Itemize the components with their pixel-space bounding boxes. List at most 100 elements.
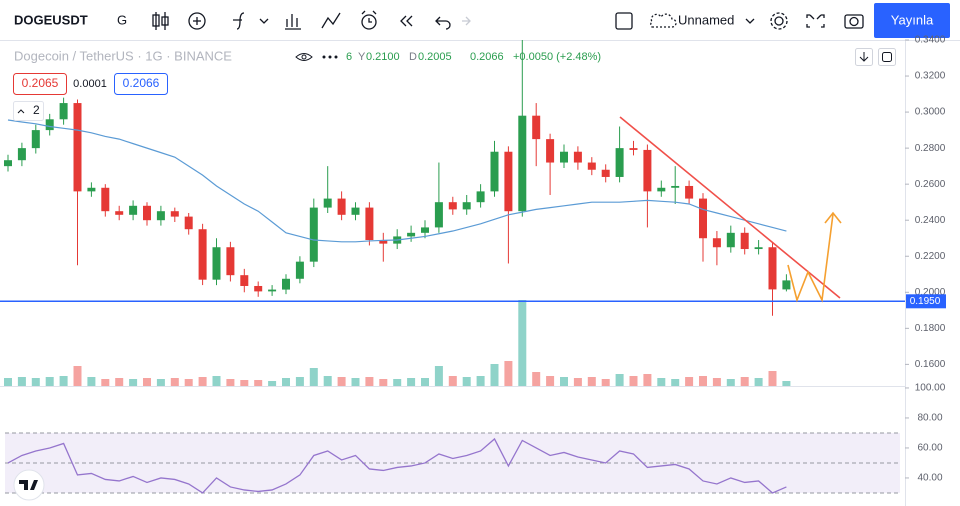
- moving-average: [7, 119, 787, 243]
- candle-body: [573, 151, 582, 163]
- y-tick-label: 0.1800: [915, 323, 946, 334]
- trend-line: [619, 116, 841, 299]
- toolbar: [0, 0, 960, 40]
- candle-body: [448, 202, 457, 210]
- candle-body: [532, 115, 541, 140]
- candle-body: [476, 191, 485, 203]
- legend-close: 0.2066: [470, 51, 504, 63]
- publish-button[interactable]: [874, 3, 950, 38]
- candle-body: [17, 148, 26, 161]
- volume-bar: [129, 379, 138, 386]
- candle-body: [768, 247, 777, 290]
- symbol[interactable]: DOGEUSDT: [14, 12, 88, 27]
- projection-path: [787, 213, 834, 303]
- volume-bar: [379, 379, 388, 386]
- volume-bar: [31, 378, 40, 386]
- volume-bar: [726, 379, 735, 386]
- volume-bar: [643, 374, 652, 386]
- toolbar-icons[interactable]: [152, 10, 864, 30]
- candle-body: [143, 205, 151, 221]
- rsi-tick-label: 80.00: [917, 413, 942, 424]
- candle-body: [699, 198, 707, 239]
- volume-bar: [490, 364, 499, 386]
- tv-logo[interactable]: [13, 469, 45, 501]
- legend-low-label: D: [409, 51, 417, 63]
- volume-bar: [143, 378, 151, 386]
- volume-bar: [657, 378, 666, 386]
- candle-body: [671, 185, 680, 188]
- rsi-line: [7, 437, 787, 494]
- interval[interactable]: G: [117, 12, 127, 27]
- ask[interactable]: 0.2066: [123, 76, 160, 90]
- candle-body: [407, 232, 416, 237]
- candle-body: [170, 211, 179, 217]
- candle-body: [115, 211, 124, 215]
- volume-bar: [421, 378, 429, 386]
- bid[interactable]: 0.2065: [22, 76, 59, 90]
- bid-box[interactable]: [13, 73, 67, 95]
- candle-body: [101, 187, 110, 212]
- collapsed-count[interactable]: 2: [33, 103, 40, 117]
- volume-bar: [587, 377, 596, 386]
- legend-icons[interactable]: [295, 53, 338, 61]
- candle-body: [490, 151, 499, 192]
- y-tick-label: 0.2600: [915, 179, 946, 190]
- panes: [0, 40, 905, 494]
- candle-body: [73, 103, 82, 192]
- y-tick-label: 0.3000: [915, 107, 946, 118]
- volume-bar: [87, 377, 96, 386]
- candle-body: [754, 247, 763, 250]
- volume-bar: [782, 381, 791, 386]
- layout-name[interactable]: Unnamed: [678, 12, 734, 27]
- candle-body: [198, 229, 207, 280]
- volume-bar: [504, 361, 513, 386]
- candle-body: [629, 148, 638, 150]
- volume-bar: [309, 368, 318, 386]
- volume-bar: [101, 379, 110, 386]
- volume-bar: [768, 371, 777, 386]
- volume-bar: [462, 377, 471, 386]
- volume-bar: [226, 379, 235, 386]
- maximize-button[interactable]: [878, 48, 896, 66]
- volume-bar: [282, 378, 290, 386]
- collapse-box[interactable]: [13, 101, 44, 121]
- candle-body: [434, 202, 443, 228]
- candle-body: [726, 232, 735, 248]
- candle-body: [323, 198, 332, 208]
- legend-open: 6: [346, 51, 352, 63]
- legend-bg: [8, 46, 345, 68]
- candle-body: [31, 130, 40, 149]
- candle-body: [4, 160, 12, 167]
- y-tick-label: 0.2200: [915, 251, 946, 262]
- volume-bar: [754, 378, 763, 386]
- volume-bar: [240, 380, 249, 386]
- volume-bar: [156, 379, 165, 386]
- candle-body: [712, 238, 721, 248]
- level-label-bg: [906, 294, 946, 309]
- y-tick-label: 0.1600: [915, 359, 946, 370]
- candle-body: [615, 148, 624, 177]
- scroll-icon[interactable]: [859, 52, 869, 62]
- candle-body: [59, 103, 68, 120]
- legend-title[interactable]: Dogecoin / TetherUS · 1G · BINANCE: [14, 48, 232, 63]
- maximize-icon[interactable]: [882, 52, 892, 62]
- volume-bar: [407, 378, 416, 386]
- volume-bar: [337, 377, 346, 386]
- legend-high: 0.2100: [366, 51, 400, 63]
- candle-body: [309, 207, 318, 262]
- level-label: 0.1950: [910, 296, 941, 307]
- candle-body: [129, 205, 138, 215]
- candle-body: [295, 261, 304, 279]
- candle-body: [518, 115, 527, 212]
- candle-body: [587, 162, 596, 170]
- candle-body: [462, 202, 471, 210]
- collapse-icon[interactable]: [17, 109, 25, 114]
- publish-label[interactable]: Yayınla: [891, 12, 934, 27]
- candle-body: [546, 139, 555, 163]
- ask-box[interactable]: [114, 73, 168, 95]
- candle-body: [379, 240, 388, 244]
- candle-body: [240, 275, 249, 286]
- volume-bar: [45, 377, 54, 386]
- volume-bar: [365, 377, 374, 386]
